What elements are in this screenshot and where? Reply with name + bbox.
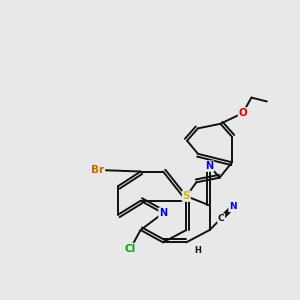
- Text: Br: Br: [92, 165, 104, 175]
- Text: H: H: [194, 246, 201, 255]
- Text: N: N: [229, 202, 237, 211]
- Text: N: N: [159, 208, 167, 218]
- Text: C: C: [218, 214, 224, 223]
- Text: N: N: [206, 161, 214, 171]
- Text: O: O: [238, 108, 247, 118]
- Text: Cl: Cl: [125, 244, 136, 254]
- Text: S: S: [182, 191, 190, 201]
